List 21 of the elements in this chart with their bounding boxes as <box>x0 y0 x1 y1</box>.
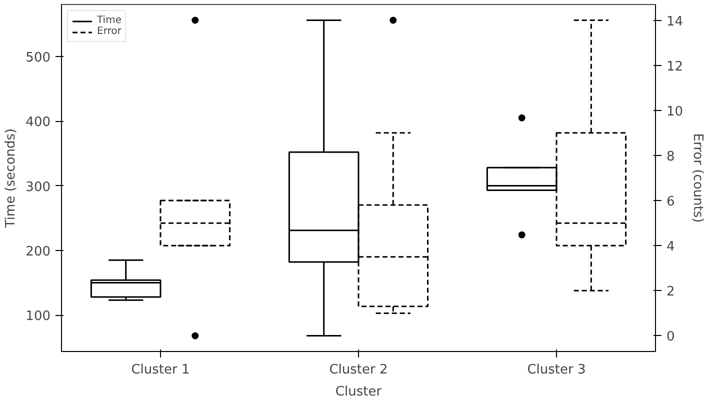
y2-tick-label: 14 <box>666 14 684 30</box>
y-tick-label: 300 <box>26 180 51 195</box>
y2-tick-label: 12 <box>666 59 684 74</box>
y2-tick-label: 10 <box>666 104 684 120</box>
y2-tick-label: 6 <box>666 194 675 210</box>
y-tick-label: 200 <box>26 244 51 260</box>
y2-axis-title: Error (counts) <box>690 133 706 223</box>
x-tick-label: Cluster 3 <box>527 362 586 378</box>
y2-tick-label: 8 <box>666 149 675 164</box>
y-tick-label: 400 <box>26 115 51 130</box>
y2-tick-label: 2 <box>666 284 675 300</box>
y-axis-title: Time (seconds) <box>4 128 19 229</box>
x-tick-label: Cluster 2 <box>329 362 388 378</box>
legend-label: Time <box>97 15 122 26</box>
y-tick-label: 100 <box>26 309 51 324</box>
legend-label: Error <box>97 26 122 37</box>
y2-tick-label: 4 <box>666 240 675 255</box>
x-axis-title: Cluster <box>335 384 382 400</box>
y-tick-label: 500 <box>26 50 51 66</box>
x-tick-label: Cluster 1 <box>131 362 190 378</box>
y2-tick-label: 0 <box>666 330 675 345</box>
